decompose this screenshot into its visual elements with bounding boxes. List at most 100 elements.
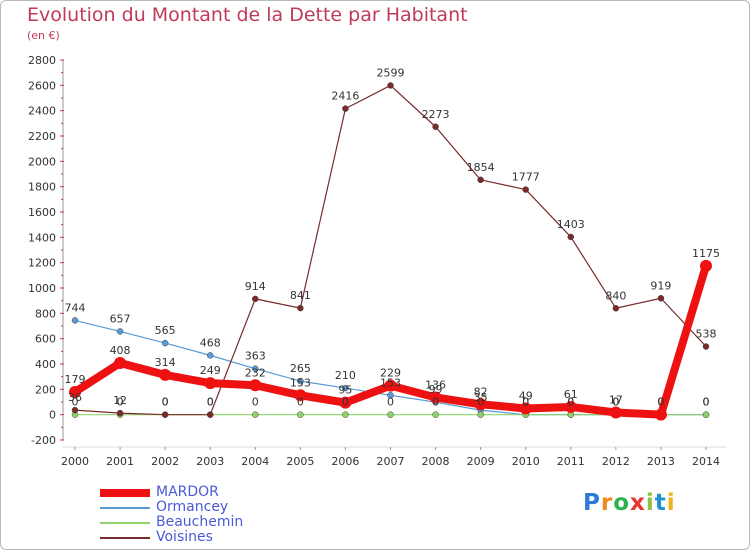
data-label-mardor: 249 [200,364,221,377]
data-point-voisines [252,295,259,303]
y-tick-label: -200 [31,434,56,447]
data-label-beauchemin: 0 [522,396,529,409]
data-point-mardor [204,377,217,390]
data-label-ormancey: 35 [474,391,488,404]
data-label-beauchemin: 0 [567,396,574,409]
logo-letter: i [645,490,655,516]
data-label-voisines: 538 [696,328,717,341]
logo-letter: x [630,490,646,516]
data-point-mardor [654,408,667,421]
y-tick-label: 2600 [28,79,56,92]
y-tick-label: 1600 [28,206,56,219]
data-label-mardor: 95 [338,384,352,397]
data-label-voisines: 841 [290,289,311,302]
data-point-beauchemin [702,411,710,418]
data-point-voisines [612,305,620,312]
data-label-ormancey: 0 [522,396,529,409]
data-label-mardor: 82 [474,385,488,398]
data-point-mardor [69,385,81,398]
data-point-beauchemin [432,411,439,418]
data-label-ormancey: 0 [703,396,710,409]
data-label-beauchemin: 0 [612,396,619,409]
x-tick-label: 2006 [331,455,359,468]
data-label-voisines: 2599 [377,66,405,79]
data-label-beauchemin: 0 [252,396,259,409]
data-label-beauchemin: 0 [342,396,349,409]
data-label-beauchemin: 0 [297,396,304,409]
legend-item-voisines: Voisines [100,529,340,545]
data-label-voisines: 1403 [557,218,585,231]
x-tick-label: 2009 [467,455,495,468]
data-label-ormancey: 0 [657,396,664,409]
data-point-ormancey [116,328,124,335]
x-tick-label: 2004 [241,455,269,468]
data-point-voisines [522,186,529,193]
data-point-ormancey [342,384,349,392]
data-point-voisines [342,105,349,112]
data-label-mardor: 17 [609,394,623,407]
data-point-voisines [432,123,439,131]
data-label-beauchemin: 0 [432,396,439,409]
data-label-voisines: 12 [113,394,127,407]
data-point-ormancey [387,392,394,399]
data-point-mardor [609,406,622,419]
data-label-mardor: 408 [110,344,131,357]
data-label-beauchemin: 0 [162,396,169,409]
logo-letter: i [666,490,676,516]
data-label-beauchemin: 0 [387,396,394,409]
legend-swatch [100,507,150,509]
data-label-beauchemin: 0 [72,396,79,409]
data-point-mardor [384,379,397,392]
data-label-mardor: 1175 [692,247,720,260]
x-tick-label: 2000 [61,455,89,468]
chart-subtitle: (en €) [27,29,60,42]
y-tick-label: 1400 [28,231,56,244]
x-tick-label: 2010 [512,455,540,468]
x-tick-label: 2013 [647,455,675,468]
y-tick-label: 400 [35,358,56,371]
x-tick-label: 2001 [106,455,134,468]
data-label-mardor: 49 [519,389,533,402]
legend-item-beauchemin: Beauchemin [100,514,340,530]
data-label-mardor: 61 [564,388,578,401]
data-label-beauchemin: 0 [703,396,710,409]
x-tick-label: 2008 [422,455,450,468]
data-label-voisines: 2416 [331,90,359,103]
data-point-ormancey [161,339,169,347]
y-tick-label: 1800 [28,181,56,194]
data-label-voisines: 2273 [422,108,450,121]
legend-label: Voisines [156,529,213,545]
legend-item-mardor: MARDOR [100,484,340,500]
y-tick-label: 800 [35,307,56,320]
x-tick-label: 2007 [377,455,405,468]
proxiti-logo: Proxiti [583,490,693,526]
data-point-beauchemin [297,411,304,418]
logo-letter: P [583,490,601,516]
data-label-voisines: 1777 [512,171,540,184]
legend-item-ormancey: Ormancey [100,499,340,515]
data-point-voisines [387,82,394,89]
data-label-mardor: 179 [65,373,86,386]
data-label-voisines: 36 [68,391,82,404]
x-tick-label: 2012 [602,455,630,468]
data-label-voisines: 0 [207,396,214,409]
data-point-mardor [294,389,307,402]
data-point-mardor [114,356,127,369]
data-point-ormancey [297,377,304,385]
data-label-ormancey: 565 [155,324,176,337]
data-point-voisines [161,411,169,418]
data-point-mardor [159,368,172,381]
y-tick-label: 2000 [28,155,56,168]
logo-letter: o [613,490,631,516]
y-tick-label: 200 [35,383,56,396]
y-tick-label: 600 [35,333,56,346]
data-point-voisines [657,295,665,302]
data-point-ormancey [71,317,79,324]
data-label-ormancey: 744 [65,301,86,314]
legend-label: Ormancey [156,499,229,515]
data-label-ormancey: 468 [200,336,221,349]
data-point-beauchemin [477,411,484,418]
legend-swatch [100,537,150,539]
